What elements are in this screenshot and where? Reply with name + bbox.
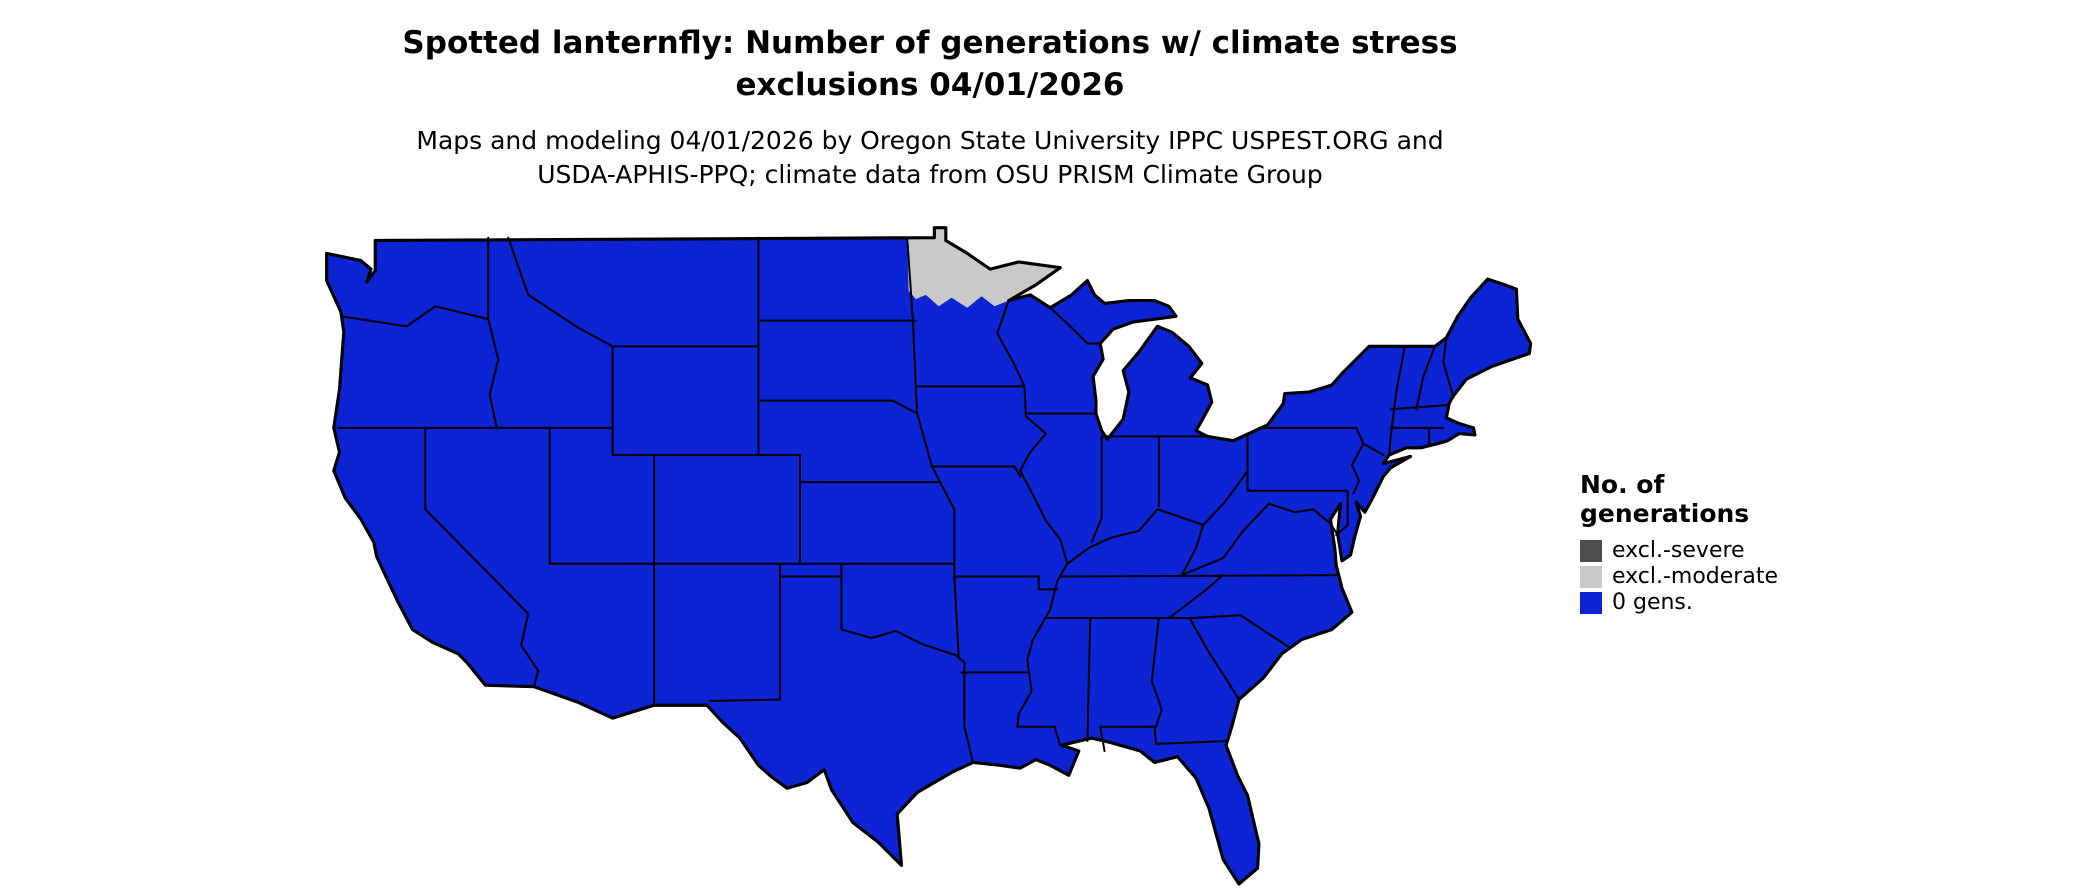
legend-label-excl-severe: excl.-severe [1612, 538, 1745, 563]
legend-items: excl.-severe excl.-moderate 0 gens. [1580, 538, 1778, 616]
us-landmass-zero-gens [326, 227, 1531, 885]
legend-title-line2: generations [1580, 499, 1750, 528]
figure-title-line1: Spotted lanternfly: Number of generation… [402, 25, 1458, 61]
legend-label-excl-moderate: excl.-moderate [1612, 564, 1778, 589]
legend-title: No. of generations [1580, 470, 1778, 528]
figure-title-line2: exclusions 04/01/2026 [735, 67, 1125, 103]
map-legend: No. of generations excl.-severe excl.-mo… [1580, 470, 1778, 616]
legend-swatch-zero-gens [1580, 592, 1602, 614]
figure-subtitle-line1: Maps and modeling 04/01/2026 by Oregon S… [416, 126, 1444, 155]
excl-moderate-region-minnesota [907, 227, 1061, 308]
legend-label-zero-gens: 0 gens. [1612, 590, 1693, 615]
figure-subtitle-line2: USDA-APHIS-PPQ; climate data from OSU PR… [537, 160, 1323, 189]
us-map [325, 226, 1533, 886]
legend-swatch-excl-severe [1580, 540, 1602, 562]
state-borders [337, 236, 1455, 764]
legend-item-zero-gens: 0 gens. [1580, 590, 1778, 616]
legend-item-excl-severe: excl.-severe [1580, 538, 1778, 564]
legend-item-excl-moderate: excl.-moderate [1580, 564, 1778, 590]
us-outline [325, 226, 1533, 886]
figure-title: Spotted lanternfly: Number of generation… [330, 22, 1530, 106]
legend-swatch-excl-moderate [1580, 566, 1602, 588]
figure-subtitle: Maps and modeling 04/01/2026 by Oregon S… [330, 124, 1530, 192]
legend-title-line1: No. of [1580, 470, 1665, 499]
